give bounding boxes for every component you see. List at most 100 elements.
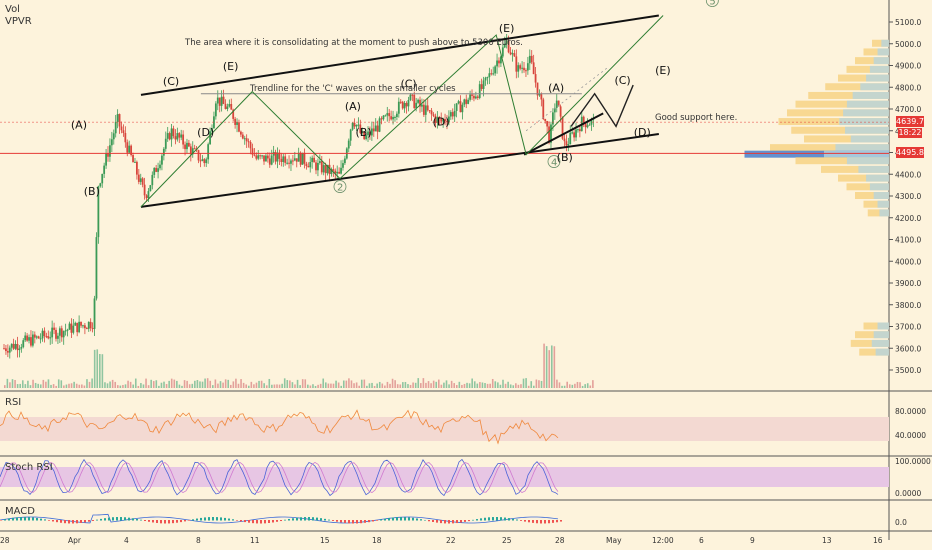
y-tick-label: 4300.0 — [895, 192, 921, 201]
volume-bar — [378, 381, 381, 388]
wave-label: (B) — [356, 126, 372, 139]
candle-body — [299, 152, 302, 165]
vpvr-bar-sell — [869, 65, 889, 73]
vpvr-bar-sell — [852, 91, 889, 99]
candle-body — [261, 155, 263, 157]
macd-histogram-bar — [84, 520, 86, 523]
candle-body — [180, 134, 183, 138]
vpvr-bar — [825, 83, 889, 91]
macd-histogram-bar — [40, 518, 42, 521]
candle-body — [309, 161, 312, 168]
volume-bar — [350, 380, 353, 388]
vpvr-bar-sell — [866, 174, 889, 182]
volume-bar — [186, 380, 188, 388]
x-tick-label: 9 — [750, 536, 755, 545]
volume-bar — [147, 385, 150, 388]
volume-bar — [319, 383, 322, 388]
volume-bar — [209, 380, 212, 388]
volume-bar — [437, 379, 440, 388]
candle-body — [442, 119, 445, 122]
candle-body — [424, 105, 427, 115]
candle-body — [349, 129, 352, 141]
y-tick-label: 5100.0 — [895, 18, 921, 27]
candle-body — [103, 165, 106, 174]
macd-histogram-bar — [212, 517, 214, 521]
candle-body — [168, 133, 171, 140]
volume-bar — [517, 384, 520, 388]
candle-body — [415, 102, 418, 109]
rsi-pane-title[interactable]: RSI — [5, 397, 22, 408]
candle-body — [55, 329, 57, 339]
volume-bar — [563, 385, 566, 388]
stoch-d-line — [0, 461, 559, 494]
candle-body — [577, 129, 579, 131]
indicator-vpvr-label[interactable]: VPVR — [5, 16, 32, 27]
macd-histogram-bar — [348, 520, 350, 524]
candle-body — [359, 124, 362, 133]
wave-count-circle — [547, 155, 561, 168]
volume-bar — [301, 379, 304, 388]
volume-bar — [199, 381, 201, 388]
candle-body — [270, 155, 273, 165]
candle-body — [573, 132, 575, 138]
candle-body — [116, 114, 119, 122]
macd-histogram-bar — [216, 517, 218, 521]
macd-histogram-bar — [140, 519, 142, 521]
candle-body — [203, 159, 206, 164]
macd-histogram-bar — [396, 517, 398, 521]
candle-body — [249, 142, 252, 149]
candle-body — [426, 105, 429, 111]
stoch-rsi-pane-title[interactable]: Stoch RSI — [5, 462, 53, 473]
volume-bar — [235, 378, 237, 388]
candle-body — [338, 171, 341, 174]
macd-histogram-bar — [432, 520, 434, 523]
channel-upper-line — [140, 14, 659, 96]
volume-bar — [399, 384, 402, 388]
indicator-vol-label[interactable]: Vol — [5, 4, 20, 15]
candle-body — [238, 122, 240, 132]
candle-body — [170, 128, 173, 140]
volume-bar — [214, 379, 217, 388]
volume-bar — [450, 380, 453, 388]
candle-body — [515, 56, 518, 72]
candle-body — [83, 325, 86, 329]
macd-histogram-bar — [48, 520, 50, 521]
candle-body — [193, 148, 196, 150]
volume-bar — [232, 381, 235, 388]
macd-pane-title[interactable]: MACD — [5, 506, 35, 517]
candle-body — [176, 133, 179, 140]
volume-bar — [391, 378, 394, 388]
volume-bar — [479, 382, 481, 388]
candle-body — [26, 335, 29, 341]
volume-bar — [502, 379, 504, 388]
macd-histogram-bar — [160, 520, 162, 524]
wave-label: (C) — [400, 77, 416, 90]
macd-histogram-bar — [68, 520, 70, 524]
candle-body — [342, 163, 344, 168]
candle-body — [305, 163, 308, 167]
vpvr-bar — [778, 118, 889, 126]
x-tick-label: 16 — [873, 536, 883, 545]
candle-body — [436, 116, 439, 123]
volume-bar — [430, 383, 432, 388]
macd-histogram-bar — [92, 520, 94, 521]
vpvr-bar — [867, 209, 889, 217]
candle-body — [536, 82, 539, 96]
x-tick-label: 6 — [699, 536, 704, 545]
dotted-projection-line — [525, 67, 608, 132]
wave-count-label: 2 — [337, 183, 343, 194]
volume-bar — [278, 384, 281, 388]
macd-histogram-bar — [512, 518, 514, 521]
volume-bar — [191, 383, 194, 388]
candle-body — [376, 125, 379, 132]
macd-histogram-bar — [28, 517, 30, 521]
volume-bar — [158, 385, 160, 388]
vpvr-bar-sell — [877, 322, 889, 330]
volume-bar — [229, 384, 232, 388]
macd-histogram-bar — [232, 519, 234, 521]
macd-histogram-bar — [556, 520, 558, 523]
volume-bar — [81, 384, 83, 388]
volume-bar — [188, 384, 191, 388]
